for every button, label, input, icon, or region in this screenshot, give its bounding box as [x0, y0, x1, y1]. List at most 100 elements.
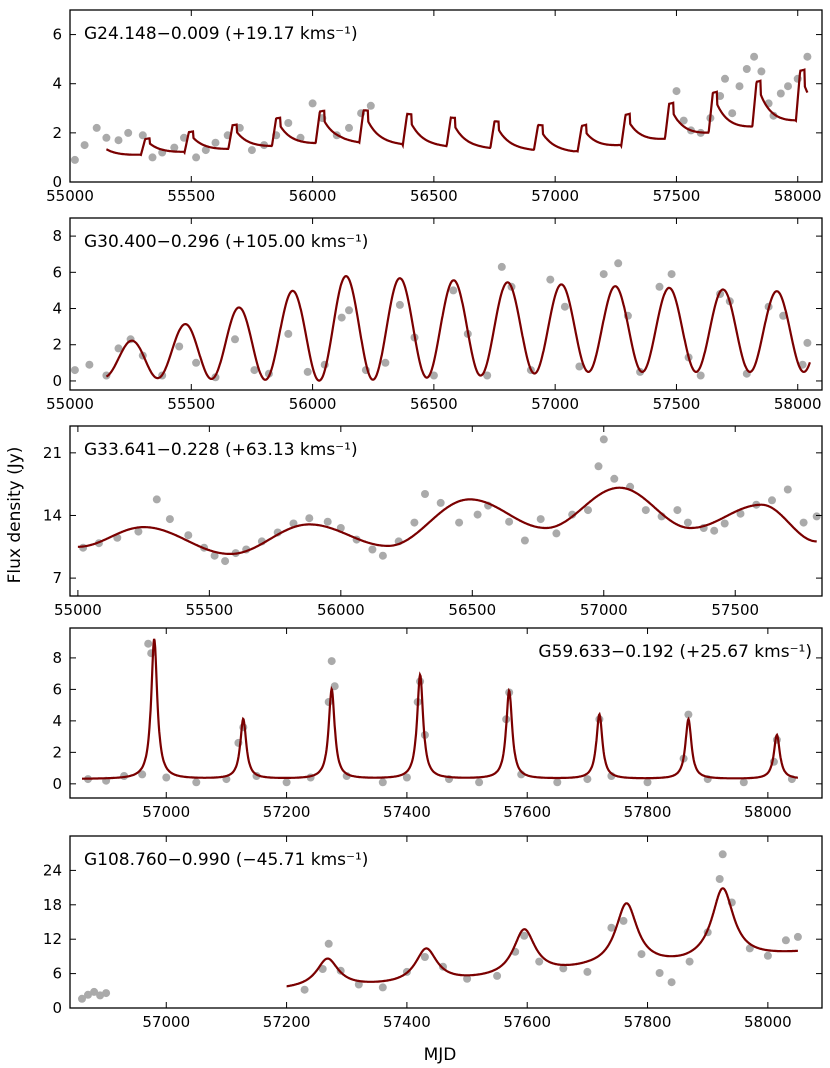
- data-point: [247, 146, 256, 155]
- model-curve: [105, 68, 809, 157]
- data-point: [599, 435, 608, 444]
- data-point: [368, 545, 377, 554]
- panel-5: 57000 57200 57400 57600 57800 58000 0 6 12 18 24 G1…: [43, 835, 823, 1031]
- data-point: [378, 983, 387, 992]
- x-tick-label: 58000: [774, 187, 822, 205]
- y-tick-label: 0: [52, 775, 62, 793]
- panel-3: 55000 55500 56000 56500 57000 57500 7 14 21 G33.6…: [43, 425, 823, 619]
- data-point: [520, 536, 529, 545]
- data-point: [742, 65, 751, 73]
- data-point: [739, 778, 748, 787]
- data-point: [575, 362, 584, 371]
- model-curve: [105, 274, 811, 382]
- data-point: [429, 371, 438, 380]
- data-point: [655, 969, 664, 977]
- data-point: [152, 495, 161, 504]
- data-point: [776, 89, 785, 98]
- data-point: [162, 773, 171, 782]
- y-tick-label: 21: [43, 444, 62, 462]
- data-point: [643, 778, 652, 787]
- data-point: [505, 517, 514, 526]
- data-point: [303, 367, 312, 376]
- y-tick-label: 7: [52, 569, 62, 587]
- data-point: [354, 980, 363, 989]
- y-tick-label: 0: [52, 173, 62, 191]
- data-point: [96, 991, 105, 1000]
- data-point: [497, 262, 506, 271]
- data-point: [683, 518, 692, 527]
- plot-frame: [69, 627, 823, 799]
- data-point: [327, 657, 336, 666]
- data-point: [583, 967, 592, 976]
- data-point: [721, 74, 729, 83]
- data-point: [84, 990, 92, 999]
- x-tick-label: 57500: [711, 601, 759, 619]
- data-point: [421, 490, 429, 498]
- x-tick-label: 57000: [531, 187, 579, 205]
- data-point: [607, 923, 616, 932]
- y-tick-label: 12: [43, 930, 62, 948]
- data-point: [750, 52, 759, 61]
- plot-frame: [69, 425, 823, 597]
- x-tick-label: 57800: [624, 803, 672, 821]
- panel-2: 55000 55500 56000 56500 57000 57500 58000 0 2 4 6 8…: [46, 217, 823, 413]
- x-tick-label: 58000: [774, 395, 822, 413]
- panel-title: G30.400−0.296 (+105.00 kms⁻¹): [84, 232, 368, 252]
- data-point: [781, 936, 790, 945]
- data-point: [455, 518, 464, 527]
- data-point: [599, 270, 608, 279]
- data-point: [463, 974, 472, 983]
- data-point: [798, 360, 807, 369]
- data-point: [436, 498, 445, 507]
- panel-4: 57000 57200 57400 57600 57800 58000 0 2 4 6 8 G59.6…: [52, 627, 823, 821]
- y-tick-label: 24: [43, 861, 62, 879]
- y-tick-label: 0: [52, 999, 62, 1017]
- data-point: [757, 67, 766, 76]
- x-tick-label: 56500: [410, 395, 458, 413]
- y-tick-label: 8: [52, 649, 62, 667]
- data-point: [672, 87, 681, 96]
- y-tick-label: 2: [52, 336, 62, 354]
- y-tick-label: 6: [52, 26, 62, 44]
- data-point: [535, 957, 544, 966]
- data-point: [144, 639, 153, 648]
- data-point: [90, 987, 99, 996]
- data-point: [175, 342, 184, 351]
- x-tick-label: 56500: [448, 601, 496, 619]
- x-tick-label: 57500: [653, 395, 701, 413]
- data-points: [70, 52, 812, 164]
- data-point: [728, 109, 737, 118]
- data-point: [673, 506, 682, 515]
- data-point: [793, 932, 802, 941]
- data-point: [475, 778, 484, 787]
- x-tick-label: 57000: [142, 803, 190, 821]
- data-point: [684, 710, 693, 719]
- x-tick-label: 58000: [744, 1013, 792, 1031]
- data-point: [614, 259, 623, 268]
- data-point: [584, 506, 592, 515]
- data-point: [560, 302, 569, 311]
- x-tick-label: 55000: [46, 187, 94, 205]
- x-tick-label: 57400: [383, 803, 431, 821]
- data-point: [610, 474, 619, 483]
- plot-frame: [69, 835, 823, 1009]
- y-tick-label: 4: [52, 712, 62, 730]
- data-point: [102, 989, 111, 998]
- x-tick-label: 57400: [383, 1013, 431, 1031]
- data-point: [102, 133, 111, 142]
- data-point: [70, 366, 79, 375]
- model-curve: [286, 887, 798, 988]
- data-point: [201, 146, 210, 155]
- panel-title: G33.641−0.228 (+63.13 kms⁻¹): [84, 440, 358, 460]
- x-tick-label: 56000: [289, 395, 337, 413]
- y-tick-label: 18: [43, 896, 62, 914]
- data-point: [250, 366, 259, 375]
- data-point: [305, 514, 314, 523]
- x-tick-label: 55000: [54, 601, 102, 619]
- data-point: [594, 462, 603, 471]
- data-point: [210, 551, 219, 560]
- data-point: [221, 557, 230, 566]
- y-tick-label: 0: [52, 372, 62, 390]
- panel-title: G108.760−0.990 (−45.71 kms⁻¹): [84, 850, 368, 870]
- y-axis-label: Flux density (Jy): [5, 447, 25, 584]
